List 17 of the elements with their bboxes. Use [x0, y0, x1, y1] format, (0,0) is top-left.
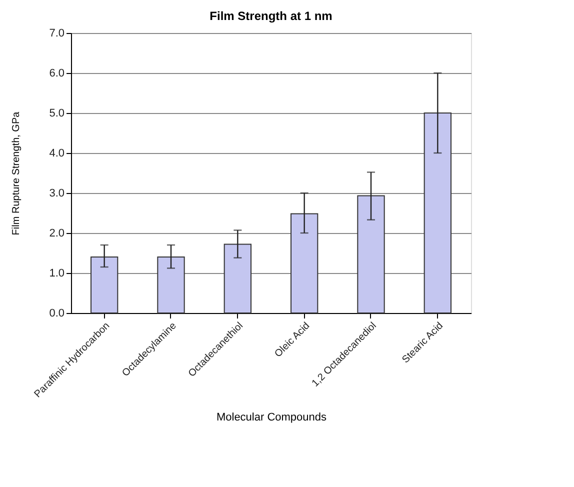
y-tick-label: 0.0 [49, 308, 64, 320]
bar [90, 256, 118, 314]
y-tick-label: 4.0 [49, 148, 64, 160]
y-tick-label: 6.0 [49, 68, 64, 80]
y-tick-label: 7.0 [49, 28, 64, 40]
y-tick-label: 5.0 [49, 108, 64, 120]
bar [424, 112, 452, 314]
bar [224, 244, 252, 314]
chart-title: Film Strength at 1 nm [210, 9, 332, 23]
x-axis-title: Molecular Compounds [216, 411, 328, 424]
y-axis-title: Film Rupture Strength, GPa [11, 111, 22, 236]
y-tick-label: 2.0 [49, 228, 64, 240]
y-tick-label: 1.0 [49, 268, 64, 280]
bar [157, 256, 185, 314]
bar [290, 213, 318, 314]
y-tick-label: 3.0 [49, 188, 64, 200]
bar [357, 195, 385, 314]
